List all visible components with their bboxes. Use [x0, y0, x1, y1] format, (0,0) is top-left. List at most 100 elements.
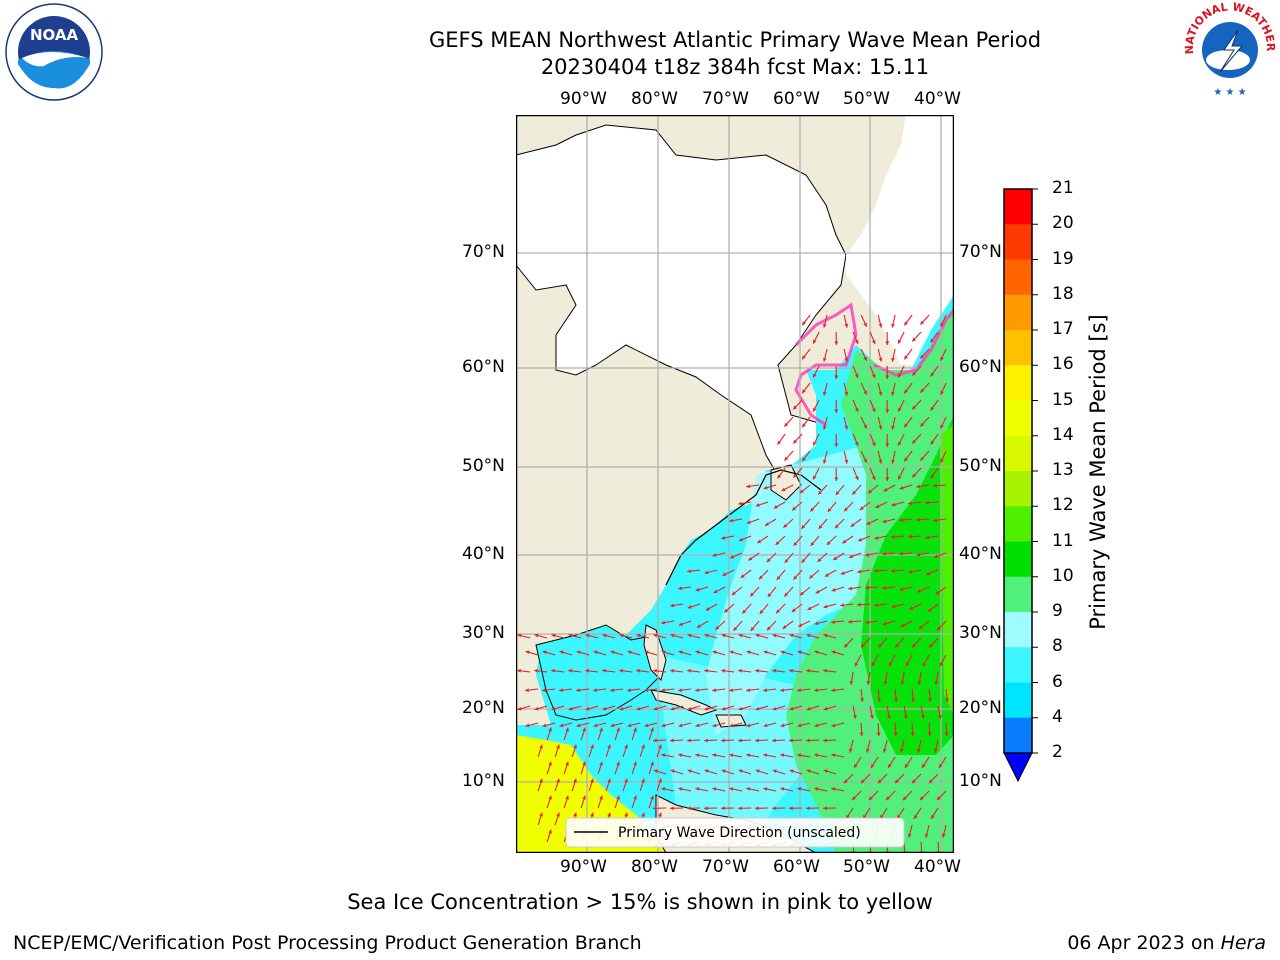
wave-direction-arrowhead — [559, 688, 563, 693]
wave-direction-arrowhead — [712, 787, 717, 791]
wave-direction-arrowhead — [802, 423, 806, 428]
wave-direction-arrowhead — [844, 323, 849, 328]
wave-direction-arrowhead — [633, 795, 637, 800]
wave-direction-arrowhead — [911, 779, 916, 784]
wave-direction-arrowhead — [885, 796, 890, 801]
wave-direction-arrowhead — [661, 650, 666, 655]
wave-direction-arrowhead — [696, 624, 701, 628]
wave-direction-arrowhead — [822, 459, 827, 464]
wave-direction-arrowhead — [848, 586, 853, 591]
wave-direction-arrowhead — [806, 738, 810, 743]
wave-direction-arrowhead — [585, 633, 590, 638]
wave-direction-arrowhead — [704, 769, 709, 774]
wave-direction-arrowhead — [813, 475, 817, 480]
wave-direction-arrowhead — [910, 732, 915, 736]
lon-label-top-60w: 60°W — [773, 89, 820, 109]
wave-direction-arrowhead — [844, 391, 849, 396]
wave-direction-arrowhead — [904, 321, 908, 326]
wave-direction-arrowhead — [854, 442, 859, 447]
wave-direction-arrowhead — [941, 833, 946, 838]
wave-direction-arrowhead — [784, 456, 789, 461]
wave-direction-arrowhead — [925, 535, 930, 540]
wave-direction-arrowhead — [729, 518, 734, 523]
chart-title-line2: 20230404 t18z 384h fcst Max: 15.11 — [540, 55, 930, 79]
wave-direction-arrowhead — [755, 503, 760, 507]
lat-label-right-50n: 50°N — [959, 456, 1002, 476]
wave-direction-arrowhead — [687, 706, 692, 711]
lon-label-bottom-70w: 70°W — [702, 857, 749, 877]
wave-direction-arrowhead — [899, 551, 903, 556]
wave-direction-arrowhead — [930, 440, 935, 445]
wave-direction-arrowhead — [738, 668, 742, 673]
wave-direction-arrowhead — [854, 763, 858, 768]
wave-direction-arrowhead — [585, 706, 590, 711]
wave-direction-arrowhead — [695, 688, 699, 693]
wave-direction-arrowhead — [835, 491, 840, 495]
wave-direction-arrowhead — [885, 477, 890, 481]
wave-direction-arrowhead — [773, 504, 778, 509]
lat-label-left-30n: 30°N — [462, 623, 505, 643]
wave-direction-arrowhead — [670, 769, 675, 774]
wave-direction-arrowhead — [746, 520, 751, 524]
wave-direction-arrowhead — [782, 625, 787, 629]
wave-direction-arrowhead — [833, 556, 838, 561]
wave-direction-arrowhead — [806, 706, 811, 711]
wave-direction-arrowhead — [590, 812, 594, 817]
wave-direction-arrowhead — [920, 354, 925, 359]
wave-direction-arrowhead — [721, 806, 725, 811]
wave-direction-arrowhead — [712, 753, 717, 758]
wave-direction-arrowhead — [658, 744, 662, 749]
wave-direction-arrowhead — [831, 620, 835, 624]
florida — [643, 624, 667, 681]
greenland-ice — [846, 115, 954, 365]
wave-direction-arrowhead — [928, 779, 933, 784]
wave-direction-arrowhead — [883, 487, 888, 492]
wave-direction-arrowhead — [713, 589, 718, 594]
wave-direction-arrowhead — [616, 727, 620, 732]
colorbar-tick-label: 12 — [1052, 495, 1074, 516]
wave-direction-arrowhead — [898, 373, 902, 378]
wave-direction-arrowhead — [627, 723, 632, 728]
lat-label-left-40n: 40°N — [462, 544, 505, 564]
wave-direction-arrowhead — [755, 706, 760, 711]
wave-direction-arrowhead — [834, 375, 839, 379]
wave-direction-arrowhead — [791, 608, 796, 612]
wave-direction-arrowhead — [854, 662, 859, 667]
wave-direction-arrowhead — [905, 662, 910, 667]
wave-direction-arrowhead — [559, 650, 564, 655]
wave-direction-arrowhead — [730, 554, 735, 559]
wave-direction-arrowhead — [899, 587, 904, 591]
wave-direction-arrowhead — [907, 833, 912, 838]
colorbar-segment — [1004, 576, 1032, 613]
wave-direction-arrowhead — [882, 586, 886, 590]
wave-direction-arrowhead — [582, 761, 586, 766]
wave-direction-arrowhead — [633, 727, 637, 732]
wave-direction-arrowhead — [636, 668, 640, 673]
wave-direction-arrowhead — [678, 586, 682, 591]
wave-direction-arrowhead — [908, 534, 912, 539]
wave-direction-arrowhead — [834, 477, 839, 481]
wave-direction-arrowhead — [940, 322, 944, 327]
wave-direction-arrowhead — [885, 341, 890, 345]
wave-direction-arrowhead — [607, 778, 611, 783]
wave-direction-arrowhead — [670, 668, 674, 673]
wave-direction-arrowhead — [573, 744, 577, 749]
wave-direction-arrowhead — [670, 706, 675, 711]
wave-direction-arrowhead — [904, 423, 908, 428]
lon-label-top-80w: 80°W — [631, 89, 678, 109]
wave-direction-arrowhead — [616, 761, 620, 766]
wave-direction-arrowhead — [766, 626, 771, 631]
wave-direction-arrowhead — [687, 668, 691, 673]
wave-direction-arrowhead — [843, 779, 848, 784]
wave-direction-arrowhead — [891, 323, 895, 328]
wave-direction-arrowhead — [722, 572, 727, 576]
wave-direction-arrowhead — [653, 738, 657, 743]
wave-direction-arrowhead — [650, 795, 654, 800]
wave-direction-arrowhead — [670, 603, 675, 608]
wave-direction-arrowhead — [823, 604, 828, 609]
wave-direction-arrowhead — [517, 633, 522, 638]
wave-direction-arrowhead — [783, 523, 788, 528]
wave-direction-arrowhead — [610, 688, 614, 693]
noaa-logo: NOAA — [4, 2, 104, 102]
lat-label-left-50n: 50°N — [462, 456, 505, 476]
